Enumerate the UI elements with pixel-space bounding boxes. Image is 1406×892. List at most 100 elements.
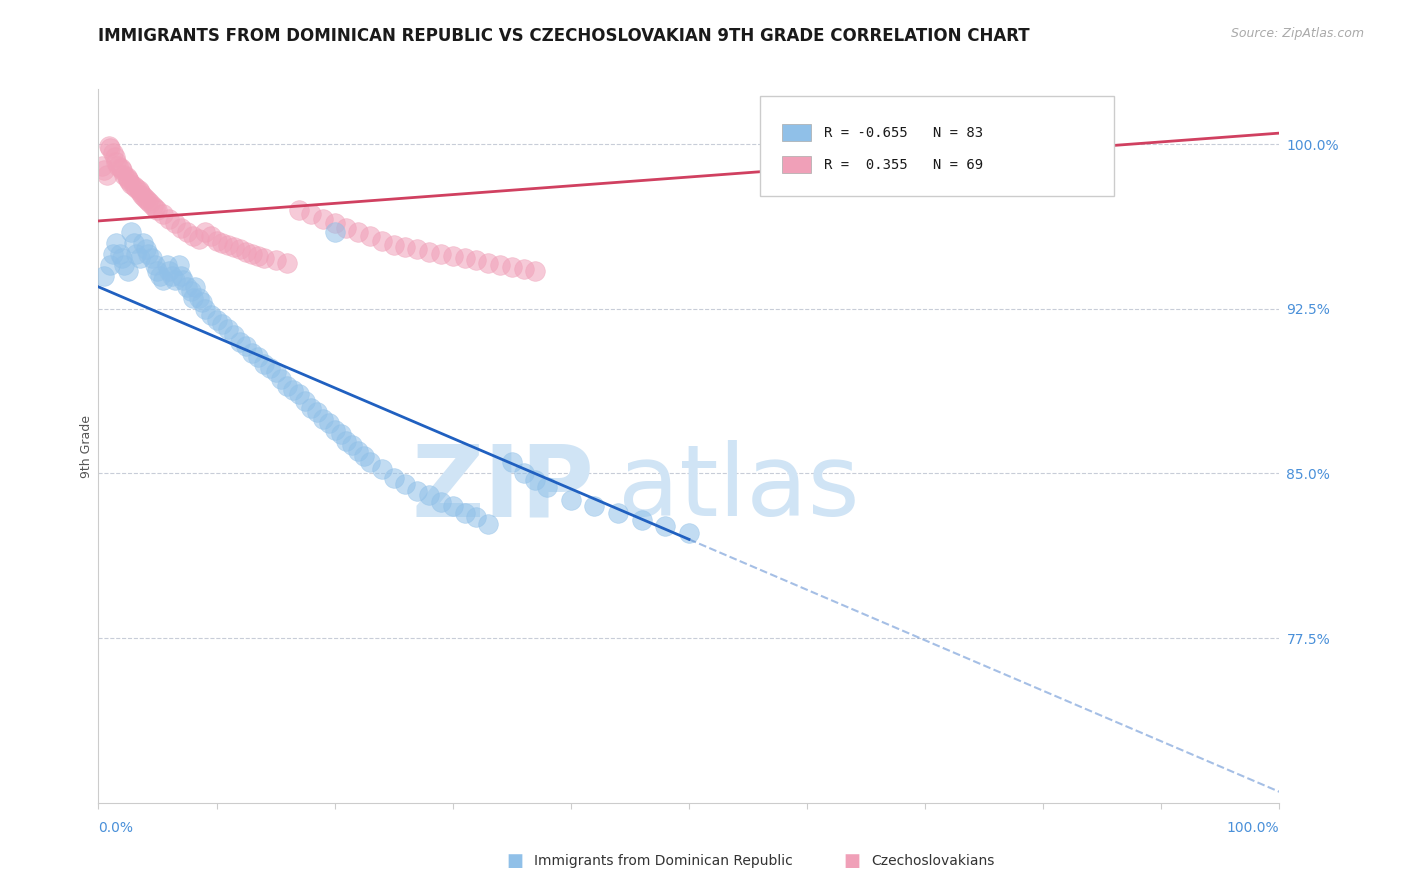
Point [146,202,169,217]
Point [224,240,246,254]
Point [167,258,190,272]
Point [194,225,217,239]
Point [489,258,512,272]
Point [93,163,115,178]
Point [312,411,335,425]
Point [276,378,298,392]
Point [678,525,700,540]
Point [128,252,150,266]
Point [205,234,228,248]
Point [654,519,676,533]
Point [211,317,233,331]
Point [630,512,652,526]
Point [122,235,145,250]
Point [132,235,155,250]
Point [194,301,217,316]
Point [115,169,138,184]
Point [264,253,287,268]
Text: ZIP: ZIP [412,441,595,537]
Point [264,366,287,380]
Point [312,211,335,226]
Point [180,284,202,298]
Point [211,235,233,250]
FancyBboxPatch shape [782,124,811,141]
Point [418,244,440,259]
Point [156,258,179,272]
Point [111,252,134,266]
Point [441,249,464,263]
Point [406,243,429,257]
Point [157,264,180,278]
Point [536,480,558,494]
Point [121,177,143,191]
Point [294,394,316,409]
Point [382,471,405,485]
Text: IMMIGRANTS FROM DOMINICAN REPUBLIC VS CZECHOSLOVAKIAN 9TH GRADE CORRELATION CHAR: IMMIGRANTS FROM DOMINICAN REPUBLIC VS CZ… [98,27,1031,45]
Point [125,181,148,195]
Point [121,225,143,239]
Point [441,500,464,514]
Point [465,510,488,524]
Text: Source: ZipAtlas.com: Source: ZipAtlas.com [1230,27,1364,40]
Point [246,249,269,263]
Point [371,462,394,476]
Text: ■: ■ [844,852,860,870]
Point [107,159,129,173]
Point [136,247,159,261]
Point [141,252,163,266]
Point [217,321,239,335]
Point [240,247,263,261]
Point [205,312,228,326]
Point [524,473,547,487]
Y-axis label: 9th Grade: 9th Grade [80,415,93,477]
Point [101,247,124,261]
Point [139,196,162,211]
Point [111,163,134,178]
Point [105,154,128,169]
Text: 100.0%: 100.0% [1227,821,1279,835]
Point [181,291,204,305]
Point [143,201,166,215]
Point [430,247,453,261]
Point [172,273,194,287]
Point [453,252,475,266]
Point [105,235,128,250]
Point [142,198,165,212]
Point [176,280,198,294]
Point [149,268,172,283]
Point [323,225,346,239]
Point [246,350,269,364]
Point [335,220,357,235]
Point [359,455,381,469]
Point [607,506,630,520]
Point [136,194,159,209]
Point [288,387,311,401]
Point [501,455,523,469]
Point [259,361,281,376]
Point [112,168,135,182]
Point [125,247,148,261]
Point [118,174,141,188]
Text: Czechoslovakians: Czechoslovakians [872,854,995,868]
Point [122,178,145,193]
Point [512,262,534,277]
Point [98,258,121,272]
Point [131,187,153,202]
Point [101,145,124,160]
Point [270,372,292,386]
Point [288,202,311,217]
Point [418,488,440,502]
Point [283,383,305,397]
Point [240,345,263,359]
Point [112,258,135,272]
Point [353,449,375,463]
Point [98,139,121,153]
Point [347,444,370,458]
Text: Immigrants from Dominican Republic: Immigrants from Dominican Republic [534,854,793,868]
Point [560,492,582,507]
Point [477,516,499,531]
Point [371,234,394,248]
Point [117,172,139,186]
Point [187,231,209,245]
Text: 0.0%: 0.0% [98,821,134,835]
